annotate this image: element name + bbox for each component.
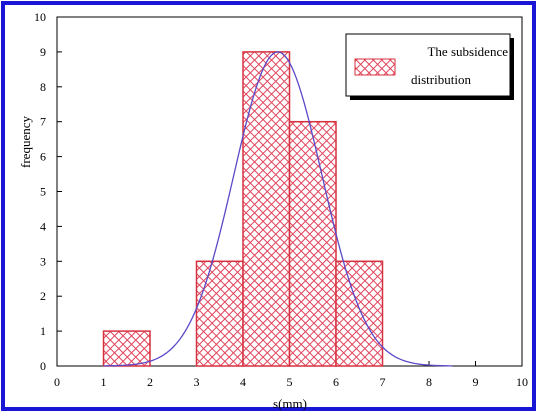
x-tick-label: 10 xyxy=(516,375,528,389)
x-tick-labels: 0 1 2 3 4 5 6 7 8 9 10 xyxy=(54,375,528,389)
x-tick-label: 9 xyxy=(473,375,479,389)
y-tick-label: 3 xyxy=(40,254,46,268)
x-tick-label: 7 xyxy=(380,375,386,389)
legend-label-line2: distribution xyxy=(411,72,471,87)
x-tick-label: 1 xyxy=(101,375,107,389)
x-tick-label: 8 xyxy=(426,375,432,389)
x-axis-title: s(mm) xyxy=(273,396,307,411)
x-tick-label: 5 xyxy=(287,375,293,389)
x-tick-label: 0 xyxy=(54,375,60,389)
histogram-bar xyxy=(242,51,291,367)
y-tick-labels: 0 1 2 3 4 5 6 7 8 9 10 xyxy=(34,10,46,373)
y-tick-label: 1 xyxy=(40,324,46,338)
legend-swatch xyxy=(354,58,396,76)
y-tick-label: 9 xyxy=(40,45,46,59)
y-tick-label: 2 xyxy=(40,289,46,303)
fit-curve xyxy=(103,51,453,367)
y-tick-label: 0 xyxy=(40,359,46,373)
y-tick-label: 10 xyxy=(34,10,46,24)
y-tick-label: 4 xyxy=(40,219,46,233)
x-tick-label: 6 xyxy=(333,375,339,389)
normal-fit-line xyxy=(103,51,453,367)
histogram-bar xyxy=(102,330,151,367)
x-tick-label: 2 xyxy=(147,375,153,389)
histogram-bar xyxy=(288,120,337,367)
y-tick-label: 6 xyxy=(40,150,46,164)
histogram-bar xyxy=(195,260,244,367)
legend: The subsidence distribution xyxy=(345,33,514,100)
x-tick-label: 4 xyxy=(240,375,246,389)
legend-label-line1: The subsidence xyxy=(427,44,508,59)
y-tick-label: 5 xyxy=(40,185,46,199)
histogram-bar xyxy=(335,260,384,367)
y-axis-title: frequency xyxy=(18,116,33,168)
y-tick-label: 8 xyxy=(40,80,46,94)
x-tick-label: 3 xyxy=(194,375,200,389)
y-tick-label: 7 xyxy=(40,115,46,129)
